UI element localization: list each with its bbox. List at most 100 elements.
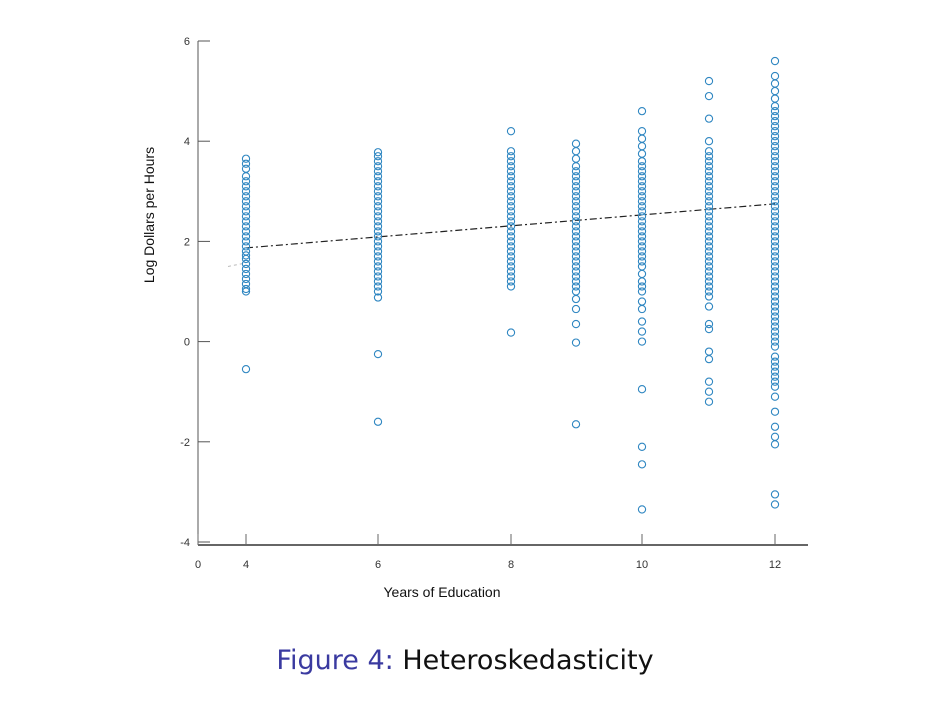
x-tick-label: 12 — [769, 559, 781, 571]
data-point — [637, 182, 647, 191]
data-point — [373, 293, 383, 302]
data-point — [770, 432, 780, 441]
data-point — [770, 327, 780, 336]
data-point — [241, 247, 251, 256]
data-point — [373, 212, 383, 221]
data-point — [506, 192, 516, 201]
data-point — [770, 132, 780, 141]
data-point — [506, 267, 516, 276]
data-point — [373, 282, 383, 291]
data-point — [637, 187, 647, 196]
data-point — [241, 172, 251, 181]
data-point — [373, 192, 383, 201]
data-point — [506, 127, 516, 136]
data-point — [770, 142, 780, 151]
data-point — [241, 264, 251, 274]
data-point — [241, 202, 251, 211]
data-point — [373, 187, 383, 196]
fit-line — [245, 203, 776, 249]
data-point — [571, 420, 581, 429]
regression-line — [227, 203, 776, 267]
data-point — [241, 207, 251, 216]
data-point — [506, 247, 516, 256]
data-point — [770, 94, 780, 103]
data-point — [241, 251, 251, 260]
data-point — [770, 357, 780, 366]
data-point — [373, 202, 383, 211]
data-point — [571, 338, 581, 347]
data-point — [637, 269, 647, 279]
data-point — [506, 187, 516, 196]
data-point — [506, 167, 516, 176]
data-point — [770, 422, 780, 431]
data-point — [770, 167, 780, 176]
data-point — [704, 197, 714, 206]
data-point — [637, 304, 647, 314]
data-point — [373, 177, 383, 186]
data-point — [241, 227, 251, 236]
data-point — [373, 197, 383, 206]
data-point — [571, 227, 581, 236]
data-point — [704, 227, 714, 236]
data-point — [637, 327, 647, 336]
data-point — [770, 187, 780, 196]
data-point — [373, 257, 383, 266]
data-point — [571, 262, 581, 271]
data-point — [571, 232, 581, 241]
data-point — [241, 232, 251, 241]
data-point — [373, 349, 383, 359]
data-point — [770, 192, 780, 201]
data-point — [241, 222, 251, 231]
data-point — [241, 269, 251, 279]
data-point — [571, 192, 581, 201]
data-point — [571, 172, 581, 181]
data-point — [506, 262, 516, 271]
data-point — [571, 277, 581, 286]
figure-caption-label: Figure 4: — [276, 645, 394, 676]
data-point — [770, 322, 780, 331]
y-tick-label: -2 — [180, 437, 190, 449]
x-tick-label: 0 — [195, 559, 201, 571]
data-point — [506, 282, 516, 291]
y-tick-label: 2 — [184, 236, 190, 248]
data-point — [637, 385, 647, 394]
data-point — [373, 262, 383, 271]
data-point — [770, 152, 780, 161]
data-point — [506, 182, 516, 191]
data-point — [770, 86, 780, 96]
data-point — [770, 307, 780, 316]
x-tick-label: 6 — [375, 559, 381, 571]
data-point — [373, 157, 383, 166]
data-point — [704, 282, 714, 291]
data-point — [373, 182, 383, 191]
data-point — [770, 112, 780, 121]
data-point — [506, 197, 516, 206]
data-point — [770, 101, 780, 111]
data-point — [770, 117, 780, 126]
data-point — [770, 352, 780, 361]
data-point — [637, 237, 647, 246]
data-point — [770, 377, 780, 386]
data-point — [770, 342, 780, 351]
data-point — [704, 182, 714, 191]
data-point — [770, 332, 780, 341]
data-point — [637, 192, 647, 201]
data-point — [637, 247, 647, 256]
data-point — [241, 365, 251, 374]
data-point — [373, 217, 383, 226]
data-point — [704, 162, 714, 171]
data-point — [506, 227, 516, 236]
data-point — [373, 252, 383, 261]
data-point — [373, 222, 383, 231]
data-point — [704, 177, 714, 186]
data-point — [571, 207, 581, 216]
data-point — [506, 328, 516, 337]
data-point — [770, 382, 780, 391]
data-point — [770, 137, 780, 146]
data-point — [770, 302, 780, 311]
data-point — [571, 242, 581, 251]
data-point — [770, 202, 780, 211]
data-point — [704, 277, 714, 286]
y-axis-title: Log Dollars per Hours — [141, 147, 157, 283]
data-point — [506, 177, 516, 186]
